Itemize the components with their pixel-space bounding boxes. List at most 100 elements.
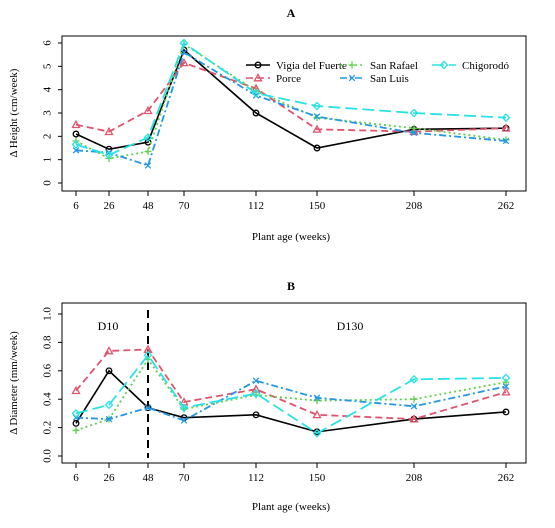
legend-item: San Rafael [340, 60, 418, 72]
x-tick-label: 48 [143, 472, 155, 484]
series-line [75, 348, 507, 420]
x-tick-label: 150 [309, 472, 326, 484]
panel-b: B 0.0 0.2 0.4 0.6 0.8 1.0 6 26 48 70 112 150 208 262… [8, 279, 527, 513]
legend-item: Chigorodó [432, 60, 510, 72]
data-point [313, 113, 321, 120]
legend-marker [254, 61, 262, 69]
data-point [143, 105, 153, 115]
data-point [251, 384, 261, 393]
x-tick-label: 70 [179, 200, 191, 212]
legend-label: Chigorodó [462, 60, 510, 72]
y-tick-label: 3 [42, 110, 54, 116]
data-point [72, 130, 80, 138]
x-tick-label: 208 [406, 200, 423, 212]
y-tick-label: 0.8 [42, 335, 54, 349]
series-line [75, 369, 507, 433]
legend-marker [439, 60, 449, 70]
panel-b-plot-box [61, 302, 527, 464]
panel-b-annotation-d10: D10 [98, 319, 119, 333]
y-tick-label: 1 [42, 157, 54, 163]
panel-a-x-ticks: 6 26 48 70 112 150 208 262 [73, 191, 514, 212]
legend-marker [348, 74, 356, 82]
data-point [71, 385, 81, 395]
data-point [72, 419, 80, 427]
x-tick-label: 150 [309, 200, 326, 212]
data-point [501, 123, 511, 132]
data-point [502, 408, 510, 416]
y-tick-label: 1.0 [42, 307, 54, 321]
x-tick-label: 48 [143, 200, 155, 212]
data-point [71, 119, 81, 129]
series-line [75, 50, 507, 167]
data-point [251, 88, 261, 98]
data-point [313, 394, 321, 402]
panel-a-y-ticks: 0 1 2 3 4 5 6 [42, 40, 62, 186]
y-tick-label: 5 [42, 63, 54, 69]
data-point [179, 403, 189, 413]
series-chigorod- [71, 350, 511, 438]
x-tick-label: 112 [248, 200, 264, 212]
data-point [72, 426, 80, 434]
series-san-rafael [72, 355, 510, 434]
panel-a-y-axis-title: Δ Height (cm/week) [8, 68, 20, 157]
data-point [312, 124, 322, 133]
data-point [502, 383, 510, 390]
panel-a-series [71, 38, 511, 169]
series-line [75, 61, 507, 133]
x-tick-label: 262 [498, 200, 515, 212]
series-line [75, 41, 507, 156]
panel-b-annotation-d130: D130 [337, 319, 364, 333]
y-tick-label: 4 [42, 86, 54, 92]
panel-b-y-ticks: 0.0 0.2 0.4 0.6 0.8 1.0 [42, 307, 62, 463]
data-point [144, 404, 152, 411]
data-point [143, 133, 153, 142]
data-point [252, 411, 260, 419]
x-tick-label: 6 [73, 200, 79, 212]
data-point [409, 414, 419, 423]
legend-marker [253, 73, 263, 82]
legend-label: Vigia del Fuerte [276, 60, 347, 72]
y-tick-label: 2 [42, 134, 54, 140]
panel-b-series [71, 344, 511, 438]
legend-item: Vigia del Fuerte [246, 60, 347, 72]
legend-label: Porce [276, 73, 301, 85]
x-tick-label: 70 [179, 472, 191, 484]
data-point [501, 387, 511, 396]
data-point [312, 428, 322, 438]
x-tick-label: 26 [104, 472, 116, 484]
x-tick-label: 208 [406, 472, 423, 484]
data-point [180, 417, 188, 424]
data-point [410, 395, 418, 403]
y-tick-label: 0.2 [42, 421, 54, 435]
data-point [502, 136, 510, 144]
y-tick-label: 6 [42, 40, 54, 46]
panel-b-x-ticks: 6 26 48 70 112 150 208 262 [73, 463, 514, 484]
x-tick-label: 6 [73, 472, 79, 484]
data-point [313, 144, 321, 152]
data-point [313, 114, 321, 122]
data-point [252, 92, 260, 99]
panel-b-title: B [287, 279, 295, 293]
data-point [144, 148, 152, 155]
data-point [409, 374, 419, 384]
y-tick-label: 0.0 [42, 449, 54, 463]
data-point [501, 113, 511, 123]
series-chigorod- [71, 38, 511, 160]
series-line [75, 48, 507, 150]
data-point [312, 101, 322, 111]
data-point [143, 350, 153, 360]
data-point [180, 49, 188, 56]
data-point [501, 373, 511, 383]
data-point [179, 57, 189, 67]
data-point [104, 126, 114, 136]
data-point [104, 400, 114, 410]
data-point [251, 389, 261, 398]
panel-a-x-axis-title: Plant age (weeks) [252, 231, 331, 243]
series-porce [71, 57, 511, 136]
data-point [409, 108, 419, 118]
x-tick-label: 112 [248, 472, 264, 484]
x-tick-label: 262 [498, 472, 515, 484]
data-point [410, 129, 418, 137]
data-point [502, 137, 510, 145]
